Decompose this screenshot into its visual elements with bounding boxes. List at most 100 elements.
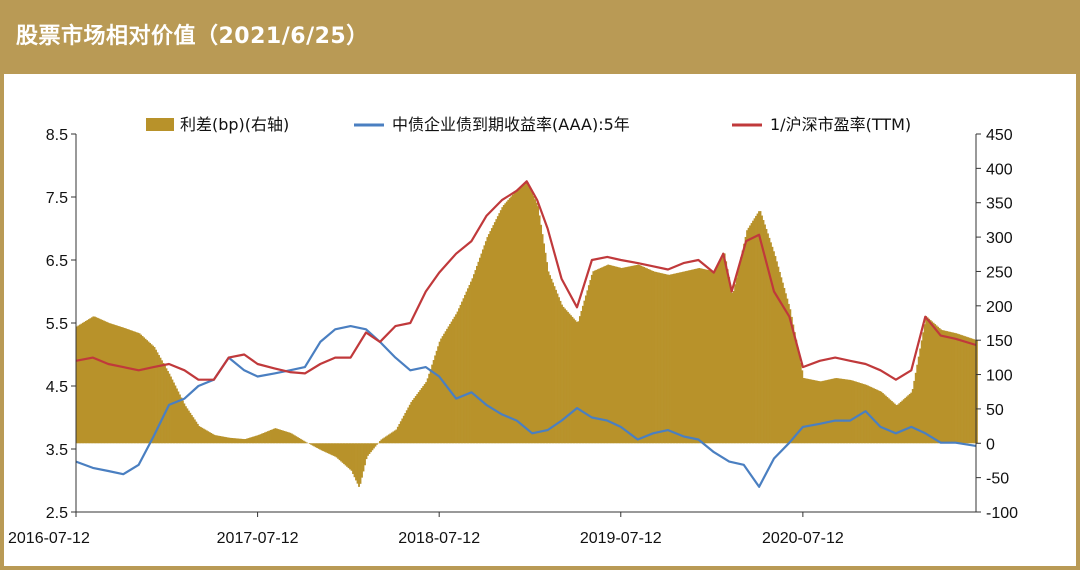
spread-bar: [267, 431, 269, 444]
spread-bar: [670, 274, 672, 444]
left-tick-label: 8.5: [46, 127, 68, 144]
chart-legend: 利差(bp)(右轴) 中债企业债到期收益率(AAA):5年 1/沪深市盈率(TTM): [146, 115, 911, 134]
spread-bar: [522, 185, 525, 444]
spread-bar: [944, 330, 947, 444]
spread-bar: [417, 392, 420, 444]
spread-bar: [283, 430, 286, 444]
spread-bar: [134, 331, 137, 444]
spread-bar: [177, 391, 180, 444]
spread-bar: [874, 388, 877, 444]
spread-bar: [214, 435, 217, 444]
spread-bar: [629, 266, 632, 444]
spread-bar: [758, 211, 760, 444]
spread-bar: [964, 336, 966, 444]
spread-bar: [622, 267, 625, 444]
spread-bar: [443, 333, 445, 444]
spread-bar: [665, 274, 668, 444]
spread-bar: [914, 372, 917, 444]
spread-bar: [605, 265, 608, 444]
spread-bar: [219, 436, 222, 444]
spread-bar: [452, 319, 454, 444]
spread-bar: [231, 438, 234, 444]
spread-bar: [125, 328, 128, 444]
spread-bar: [567, 311, 569, 444]
spread-bar: [86, 320, 89, 444]
spread-bar: [314, 443, 317, 448]
spread-bar: [705, 269, 708, 444]
spread-bar: [428, 373, 431, 444]
spread-bar: [741, 250, 744, 444]
left-tick-label: 3.5: [46, 442, 68, 459]
spread-bar: [216, 435, 219, 444]
spread-bar: [78, 324, 81, 444]
spread-bar: [77, 325, 80, 444]
spread-bar: [881, 393, 884, 444]
spread-bar: [529, 188, 532, 444]
spread-bar: [470, 281, 472, 444]
spread-bar: [753, 218, 756, 444]
spread-bar: [562, 306, 565, 444]
right-tick-label: 150: [986, 333, 1013, 350]
spread-bar: [217, 435, 220, 444]
spread-bar: [435, 350, 438, 444]
spread-bar: [120, 327, 123, 444]
spread-bar: [929, 320, 932, 444]
spread-bar: [896, 404, 899, 444]
spread-bar: [792, 324, 795, 444]
title-bar: 股票市场相对价值（2021/6/25）: [0, 0, 1080, 74]
spread-bar: [935, 325, 938, 444]
spread-bar: [729, 285, 732, 444]
spread-bar: [604, 265, 607, 444]
spread-bar: [432, 360, 435, 444]
spread-bar: [649, 269, 651, 444]
spread-bar: [722, 253, 725, 444]
spread-bar: [198, 426, 201, 444]
spread-bar: [876, 389, 878, 444]
spread-bar: [426, 378, 429, 444]
spread-bar: [901, 400, 904, 444]
spread-bar: [777, 266, 780, 444]
spread-bar: [519, 187, 522, 444]
spread-bar: [237, 438, 240, 444]
x-tick-label: 2017-07-12: [217, 530, 299, 547]
spread-bar: [643, 267, 645, 444]
spread-bar: [719, 259, 722, 444]
spread-bar: [889, 399, 892, 444]
spread-bar: [641, 266, 644, 444]
spread-bar: [229, 437, 232, 444]
spread-bar: [568, 313, 571, 444]
spread-bar: [652, 271, 654, 444]
spread-bar: [574, 320, 577, 444]
spread-bar: [664, 273, 666, 444]
spread-bar: [402, 415, 405, 444]
spread-bar: [804, 378, 807, 444]
spread-bar: [76, 326, 78, 444]
spread-bar: [808, 379, 811, 444]
spread-bar: [398, 424, 401, 444]
spread-bar: [637, 264, 640, 444]
spread-bar: [462, 298, 465, 444]
spread-bar: [953, 332, 956, 444]
spread-bar: [822, 380, 825, 444]
spread-bar: [898, 403, 901, 444]
spread-bar: [492, 225, 495, 444]
spread-bar: [714, 269, 717, 444]
spread-bar: [414, 396, 417, 444]
spread-bar: [328, 443, 331, 454]
spread-bar: [320, 443, 323, 451]
spread-bar: [453, 316, 456, 444]
spread-bar: [910, 392, 913, 444]
spread-bar: [949, 331, 951, 444]
spread-bar: [156, 352, 159, 444]
spread-bar: [781, 282, 784, 444]
spread-bar: [341, 443, 344, 463]
spread-bar: [698, 268, 701, 444]
spread-bar: [244, 439, 247, 444]
spread-bar: [589, 280, 592, 444]
spread-bar: [141, 336, 144, 444]
spread-bar: [162, 363, 165, 444]
spread-bar: [838, 378, 841, 444]
spread-bar: [689, 270, 692, 444]
spread-bar: [599, 267, 602, 444]
spread-bar: [534, 199, 537, 444]
